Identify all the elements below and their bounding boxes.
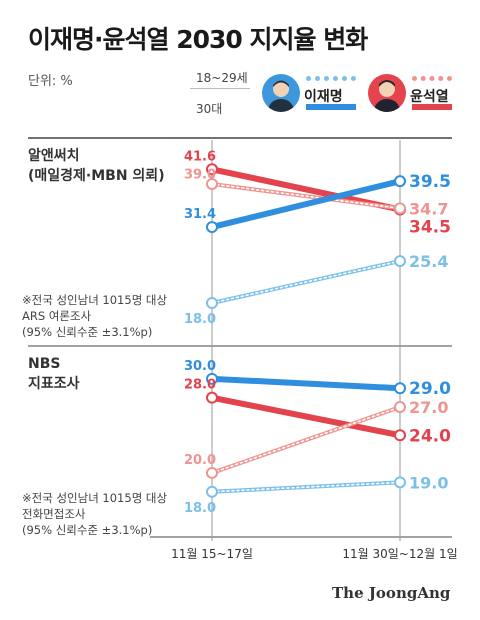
series-line xyxy=(209,394,403,439)
data-point xyxy=(394,476,406,489)
data-label: 18.0 xyxy=(184,501,216,516)
legend-divider xyxy=(190,88,250,89)
legend-name-yoon: 윤석열 xyxy=(410,89,449,105)
data-point xyxy=(206,163,218,176)
data-point xyxy=(206,466,218,479)
legend-name-lee: 이재명 xyxy=(304,89,343,105)
data-label: 31.4 xyxy=(184,207,216,222)
series-line xyxy=(209,178,403,231)
legend-yoon-30s-line xyxy=(412,104,452,110)
data-label: 25.4 xyxy=(409,252,448,271)
section-2-label-line: 지표조사 xyxy=(28,376,80,392)
series-line-dots xyxy=(211,183,401,210)
series-line-dots xyxy=(211,481,401,493)
data-label: 27.0 xyxy=(409,398,448,417)
data-point xyxy=(206,221,218,234)
section-1-note: ※전국 성인남녀 1015명 대상 ARS 여론조사 (95% 신뢰수준 ±3.… xyxy=(22,292,167,340)
data-point xyxy=(394,175,406,188)
data-point xyxy=(394,401,406,414)
data-point xyxy=(206,485,218,498)
data-point xyxy=(206,372,218,385)
yoon-suk-yeol-portrait-icon xyxy=(368,74,406,112)
series-line-dots xyxy=(211,260,401,304)
section-1-note-line: (95% 신뢰수준 ±3.1%p) xyxy=(22,325,153,339)
data-label: 24.0 xyxy=(409,426,451,446)
unit-label: 단위: % xyxy=(28,74,73,89)
data-label: 39.5 xyxy=(409,172,451,192)
data-label: 34.5 xyxy=(409,217,451,237)
data-point xyxy=(394,429,406,442)
data-label: 34.7 xyxy=(409,199,448,218)
legend-yoon-20s-line xyxy=(412,76,452,81)
data-label: 30.0 xyxy=(184,359,216,374)
data-point xyxy=(206,178,218,190)
data-point xyxy=(394,382,406,395)
legend-lee-20s-line xyxy=(306,76,356,81)
data-label: 41.6 xyxy=(184,149,216,164)
brand-logo: The JoongAng xyxy=(332,584,451,602)
data-label: 28.0 xyxy=(184,378,216,393)
legend-lee-30s-line xyxy=(306,104,356,110)
section-2-label: NBS 지표조사 xyxy=(28,354,80,394)
x-tick-label: 11월 15~17일 xyxy=(171,547,253,561)
section-2-note: ※전국 성인남녀 1015명 대상 전화면접조사 (95% 신뢰수준 ±3.1%… xyxy=(22,490,167,538)
data-point xyxy=(394,202,406,215)
legend-age-20s: 18~29세 xyxy=(196,71,248,85)
section-1-note-line: ※전국 성인남녀 1015명 대상 xyxy=(22,293,168,307)
data-point xyxy=(206,391,218,404)
section-2-note-line: ※전국 성인남녀 1015명 대상 xyxy=(22,491,168,505)
section-2-note-line: (95% 신뢰수준 ±3.1%p) xyxy=(22,523,153,537)
section-1-note-line: ARS 여론조사 xyxy=(22,309,92,323)
series-line xyxy=(209,375,403,392)
section-2-label-line: NBS xyxy=(28,356,61,372)
section-1-label-line: (매일경제·MBN 의뢰) xyxy=(28,168,165,184)
data-point xyxy=(206,297,218,309)
data-label: 39.0 xyxy=(184,167,216,182)
section-2-note-line: 전화면접조사 xyxy=(22,507,86,521)
x-tick-label: 11월 30일~12월 1일 xyxy=(342,547,457,561)
chart-title: 이재명·윤석열 2030 지지율 변화 xyxy=(28,25,368,54)
data-label: 20.0 xyxy=(184,453,216,468)
data-label: 19.0 xyxy=(409,473,448,492)
data-point xyxy=(394,255,406,268)
section-1-label-line: 알앤써치 xyxy=(28,148,80,164)
lee-jae-myung-portrait-icon xyxy=(262,74,300,112)
legend-age-30s: 30대 xyxy=(196,102,223,116)
section-1-label: 알앤써치 (매일경제·MBN 의뢰) xyxy=(28,146,165,186)
data-label: 29.0 xyxy=(409,379,451,399)
series-line-dots xyxy=(211,406,401,474)
data-label: 18.0 xyxy=(184,312,216,327)
